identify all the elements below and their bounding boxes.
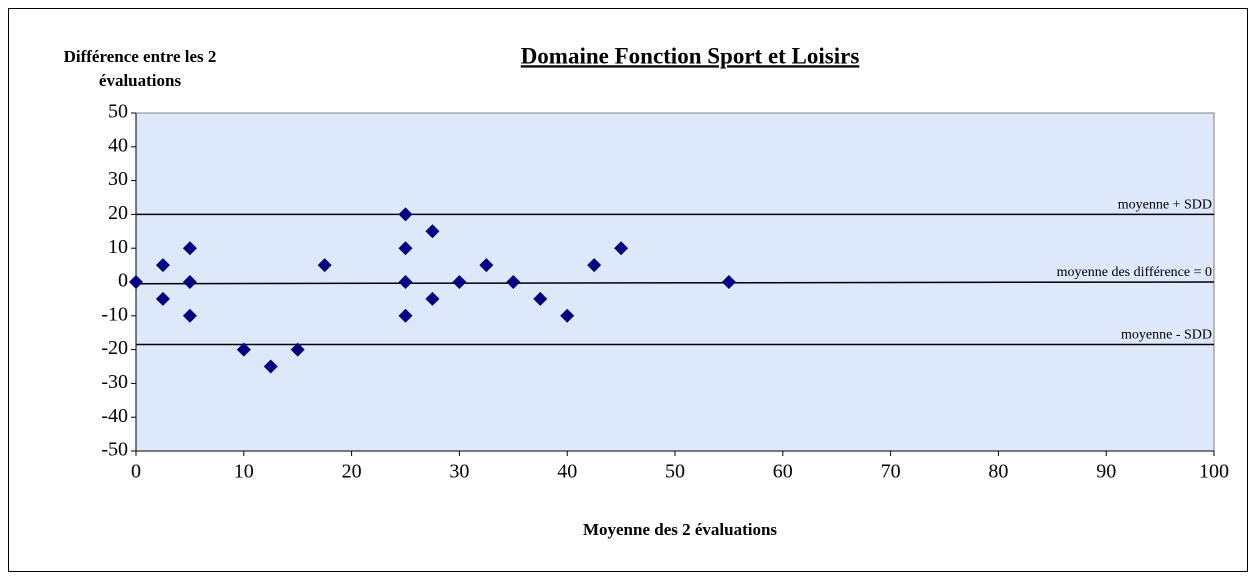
y-axis-label: évaluations <box>99 71 182 90</box>
x-tick-label: 0 <box>131 461 141 483</box>
data-point <box>317 258 332 273</box>
x-tick-label: 50 <box>665 461 685 483</box>
data-point <box>263 359 278 374</box>
y-tick-label: -10 <box>101 303 128 325</box>
data-point <box>425 291 440 306</box>
data-point <box>398 308 413 323</box>
data-point <box>587 258 602 273</box>
data-point <box>721 275 736 289</box>
reference-label: moyenne + SDD <box>1118 198 1212 213</box>
x-tick-label: 100 <box>1199 461 1229 483</box>
data-point <box>398 241 413 256</box>
x-tick-label: 70 <box>881 461 901 483</box>
data-point <box>479 258 494 273</box>
y-tick-label: -30 <box>101 371 128 393</box>
data-point <box>182 308 197 323</box>
data-point <box>452 275 467 289</box>
reference-label: moyenne - SDD <box>1121 328 1212 343</box>
data-point <box>506 275 521 289</box>
reference-label: moyenne des différence = 0 <box>1057 265 1212 280</box>
x-tick-label: 90 <box>1096 461 1116 483</box>
x-tick-label: 30 <box>449 461 469 483</box>
data-point <box>236 342 251 357</box>
chart-title: Domaine Fonction Sport et Loisirs <box>521 43 860 68</box>
x-tick-label: 40 <box>557 461 577 483</box>
data-point <box>614 241 629 256</box>
y-tick-label: -40 <box>101 405 128 427</box>
x-tick-label: 10 <box>234 461 254 483</box>
y-tick-label: 30 <box>108 168 128 190</box>
y-tick-label: 10 <box>108 236 128 258</box>
y-tick-label: 40 <box>108 134 128 156</box>
y-tick-label: 50 <box>108 101 128 123</box>
data-point <box>425 224 440 239</box>
x-tick-label: 20 <box>342 461 362 483</box>
data-point <box>560 308 575 323</box>
x-tick-label: 60 <box>773 461 793 483</box>
data-point <box>290 342 305 357</box>
y-tick-label: 20 <box>108 202 128 224</box>
y-axis-label: Différence entre les 2 <box>64 47 217 66</box>
x-tick-label: 80 <box>988 461 1008 483</box>
y-tick-label: 0 <box>118 270 128 292</box>
data-point <box>182 241 197 256</box>
x-axis-label: Moyenne des 2 évaluations <box>583 520 777 539</box>
data-point <box>398 275 413 289</box>
y-tick-label: -20 <box>101 337 128 359</box>
data-point <box>155 258 170 273</box>
reference-line <box>135 281 1215 285</box>
data-point <box>129 275 143 289</box>
data-point <box>155 291 170 306</box>
y-tick-label: -50 <box>101 439 128 461</box>
data-point <box>533 291 548 306</box>
data-point <box>182 275 197 289</box>
data-point <box>398 207 413 222</box>
